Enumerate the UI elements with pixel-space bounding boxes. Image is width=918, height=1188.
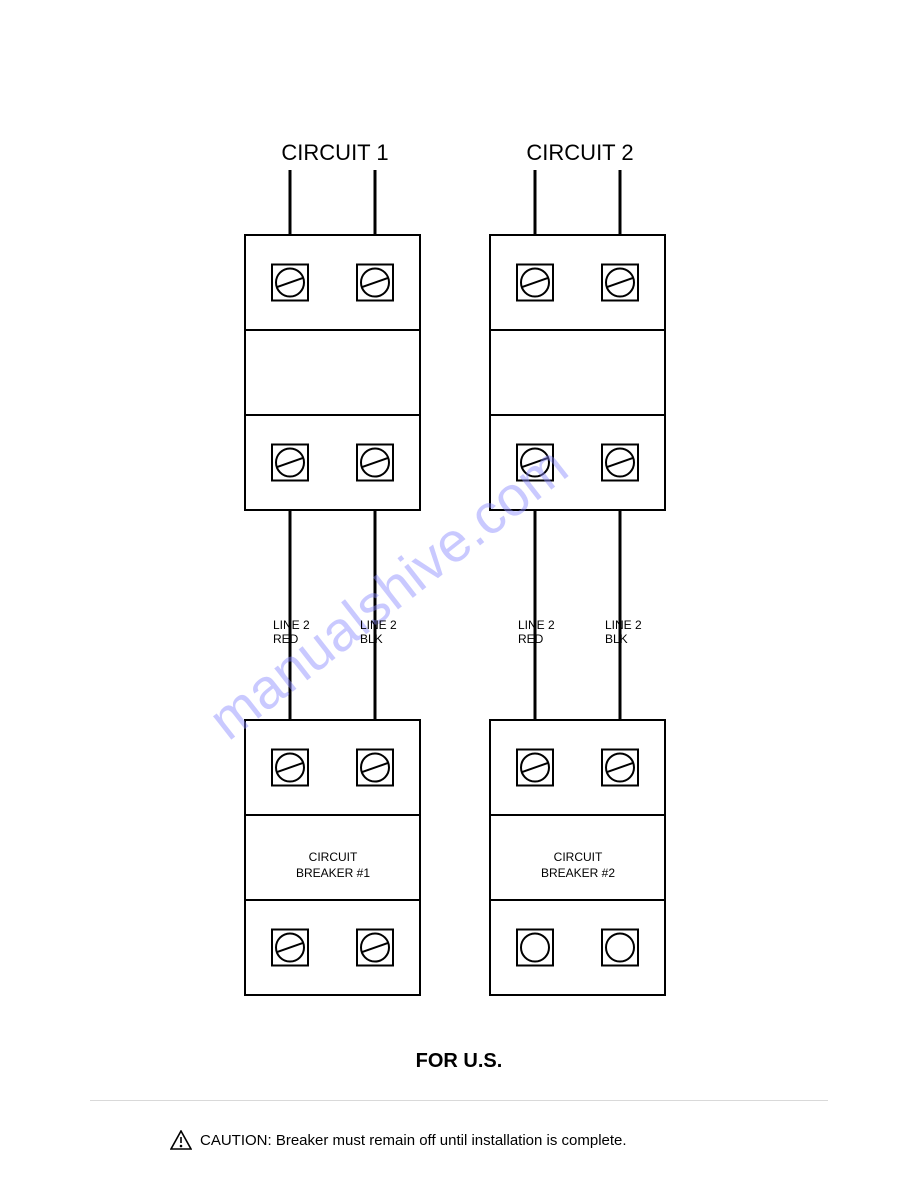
region-label: FOR U.S. [309, 1050, 609, 1073]
breaker-1-label: CIRCUIT BREAKER #1 [273, 850, 393, 881]
wiring-svg [0, 0, 918, 1188]
divider [90, 1100, 828, 1101]
wire-label-c2-left: LINE 2 RED [518, 618, 555, 647]
wire-label-c1-left: LINE 2 RED [273, 618, 310, 647]
warning-icon [170, 1130, 192, 1150]
circuit-1-title: CIRCUIT 1 [245, 140, 425, 166]
circuit-2-title: CIRCUIT 2 [490, 140, 670, 166]
caution-text: CAUTION: Breaker must remain off until i… [200, 1132, 627, 1149]
diagram-page: manualshive.com CIRCUIT 1 CIRCUIT 2 LINE… [0, 0, 918, 1188]
caution-row: CAUTION: Breaker must remain off until i… [170, 1130, 627, 1150]
wire-label-c2-right: LINE 2 BLK [605, 618, 642, 647]
wire-label-c1-right: LINE 2 BLK [360, 618, 397, 647]
breaker-2-label: CIRCUIT BREAKER #2 [518, 850, 638, 881]
